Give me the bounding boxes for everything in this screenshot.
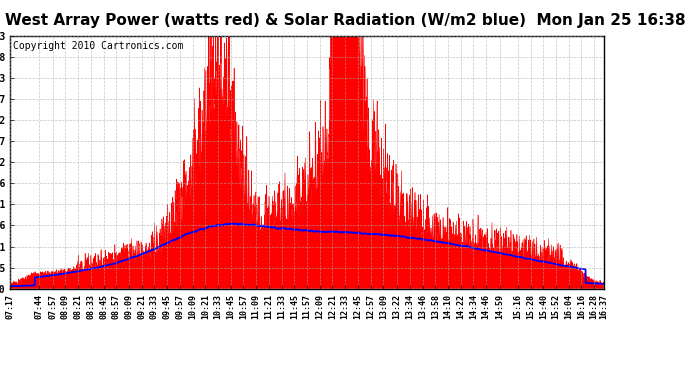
Text: Copyright 2010 Cartronics.com: Copyright 2010 Cartronics.com [13,41,184,51]
Text: West Array Power (watts red) & Solar Radiation (W/m2 blue)  Mon Jan 25 16:38: West Array Power (watts red) & Solar Rad… [5,13,685,28]
